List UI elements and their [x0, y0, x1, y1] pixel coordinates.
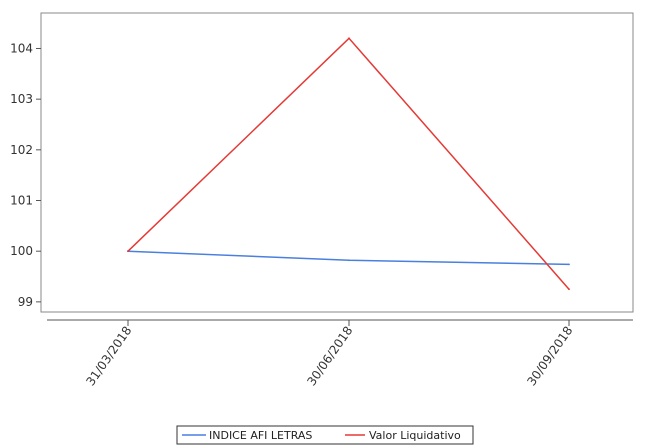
- x-tick-label: 30/06/2018: [304, 324, 355, 389]
- x-axis: 31/03/2018 30/06/2018 30/09/2018: [83, 320, 575, 388]
- x-tick-label: 31/03/2018: [83, 324, 134, 389]
- legend-box: [176, 425, 474, 445]
- series-1-point: [348, 259, 350, 262]
- x-tick-label: 30/09/2018: [524, 324, 575, 389]
- y-axis: 99 100 101 102 103 104: [10, 41, 41, 309]
- legend-label-series-2: Valor Liquidativo: [369, 429, 461, 442]
- y-tick-label: 99: [18, 295, 33, 309]
- legend: INDICE AFI LETRAS Valor Liquidativo: [176, 425, 474, 445]
- series-1-point: [568, 263, 570, 266]
- legend-label-series-1: INDICE AFI LETRAS: [209, 429, 312, 442]
- series-2-point: [127, 250, 129, 253]
- plot-frame: [40, 12, 634, 313]
- y-tick-label: 101: [10, 194, 33, 208]
- y-tick-label: 103: [10, 92, 33, 106]
- y-tick-label: 100: [10, 244, 33, 258]
- y-tick-label: 104: [10, 41, 33, 55]
- series-2-point: [568, 288, 570, 291]
- series-lines: [127, 37, 570, 291]
- series-2-point: [348, 37, 350, 40]
- y-tick-label: 102: [10, 143, 33, 157]
